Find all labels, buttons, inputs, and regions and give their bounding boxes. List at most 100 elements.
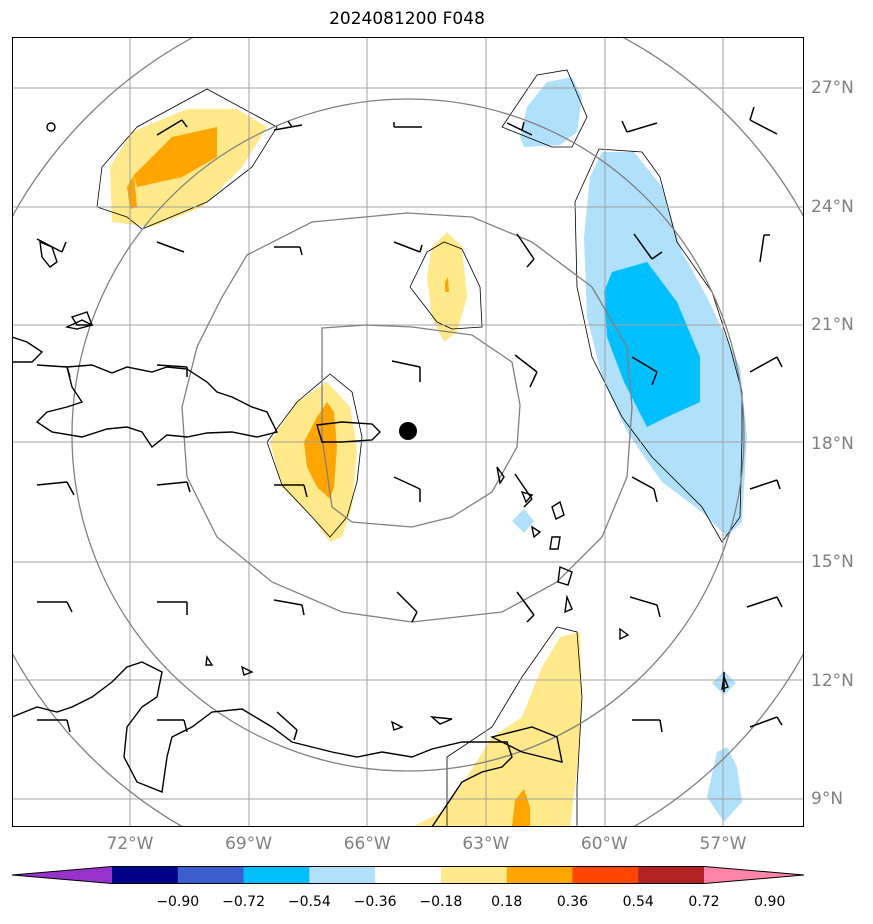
wind-barb — [156, 119, 188, 136]
range-ring — [321, 324, 521, 528]
wind-barb — [274, 246, 303, 256]
longitude-label: 69°W — [225, 834, 273, 854]
wind-barb — [36, 364, 71, 378]
range-ring — [181, 212, 633, 623]
colorbar-swatch — [112, 866, 179, 884]
lesser-antilles-island — [557, 566, 573, 586]
latitude-label: 18°N — [811, 433, 854, 454]
wind-barb — [631, 476, 658, 503]
wind-barb — [156, 481, 191, 493]
lesser-antilles-island — [564, 594, 573, 614]
wind-barb — [156, 364, 188, 377]
colorbar-tick-label: −0.36 — [353, 894, 397, 910]
colorbar-tick-label: 0.54 — [622, 894, 654, 910]
wind-barb — [749, 716, 783, 728]
lesser-antilles-island — [619, 627, 630, 641]
longitude-label: 57°W — [699, 834, 747, 854]
wind-barb — [749, 356, 783, 373]
colorbar-swatch — [572, 866, 639, 884]
colorbar-tick-label: −0.18 — [419, 894, 463, 910]
wind-barb — [391, 360, 421, 382]
latitude-label: 24°N — [811, 196, 854, 217]
colorbar-swatch — [309, 866, 376, 884]
colorbar-extend-low — [12, 866, 112, 884]
positive-anomaly-area — [412, 632, 582, 827]
latitude-label: 12°N — [811, 670, 854, 691]
wind-barb — [37, 601, 73, 613]
wind-barb — [274, 484, 308, 498]
colorbar-swatch — [375, 866, 442, 884]
longitude-label: 72°W — [106, 834, 154, 854]
wind-barb — [396, 591, 418, 623]
wind-barb — [273, 120, 303, 131]
lesser-antilles-island — [551, 500, 565, 520]
colorbar-tick-label: −0.72 — [222, 894, 265, 910]
trinidad-coast — [489, 726, 563, 763]
wind-barb — [514, 473, 533, 508]
colorbar-extend-high — [704, 866, 804, 884]
wind-barb — [393, 122, 422, 128]
latitude-label: 9°N — [811, 789, 844, 809]
colorbar-tick-label: 0.18 — [491, 894, 523, 910]
negative-anomaly-area — [520, 77, 582, 147]
lesser-antilles-island — [496, 466, 505, 485]
colorbar — [12, 866, 804, 884]
strong-positive-anomaly-area — [134, 127, 217, 187]
bahamas-coast — [70, 311, 94, 326]
latitude-label: 21°N — [811, 315, 854, 335]
colorbar-tick-label: 0.90 — [754, 894, 786, 910]
south-america-coast — [12, 661, 513, 827]
wind-barb — [749, 106, 778, 135]
small-island — [390, 720, 404, 731]
wind-barb — [156, 241, 185, 253]
chart-title: 2024081200 F048 — [329, 9, 485, 29]
wind-barb — [746, 596, 783, 608]
wind-barb — [393, 241, 423, 253]
colorbar-swatch — [177, 866, 245, 884]
strong-negative-anomaly-area — [604, 262, 700, 427]
longitude-label: 63°W — [462, 834, 510, 854]
colorbar-swatch — [638, 866, 705, 884]
colorbar-tick-label: 0.72 — [688, 894, 720, 910]
small-island — [240, 665, 254, 676]
colorbar-swatch — [506, 866, 573, 884]
wind-barb — [514, 354, 538, 388]
strong-positive-anomaly-area — [445, 277, 449, 292]
cuba-coast — [12, 336, 44, 363]
wind-barb — [157, 719, 188, 733]
storm-center-marker — [399, 422, 417, 440]
small-island — [429, 716, 453, 725]
wind-barb — [506, 121, 533, 136]
strong-positive-anomaly-area — [304, 402, 337, 499]
latitude-label: 15°N — [811, 552, 854, 572]
wind-barb — [36, 238, 67, 253]
wind-barb — [631, 356, 658, 386]
wind-barbs — [36, 106, 783, 741]
small-island — [205, 654, 214, 666]
wind-barb — [749, 479, 781, 490]
longitude-label: 66°W — [343, 834, 391, 854]
hispaniola-coast — [35, 364, 279, 449]
colorbar-tick-label: −0.54 — [287, 894, 331, 910]
coastlines — [12, 122, 729, 827]
wind-barb — [621, 120, 658, 133]
wind-barb — [633, 233, 663, 260]
colorbar-swatch — [243, 866, 310, 884]
gridlines — [12, 37, 804, 827]
small-island — [46, 122, 56, 132]
map-panel — [12, 37, 804, 827]
latitude-label: 27°N — [811, 78, 854, 98]
wind-barb — [36, 481, 75, 496]
wind-barb — [157, 601, 188, 615]
wind-barb — [516, 233, 535, 268]
negative-anomaly-area — [512, 509, 534, 533]
wind-barb — [629, 596, 661, 618]
longitude-label: 60°W — [580, 834, 628, 854]
colorbar-swatch — [440, 866, 508, 884]
colorbar-tick-label: 0.36 — [556, 894, 589, 910]
lesser-antilles-island — [549, 536, 561, 550]
lesser-antilles-island — [520, 490, 534, 504]
wind-barb — [516, 591, 535, 623]
wind-barb — [273, 599, 305, 616]
lesser-antilles-island — [530, 525, 542, 539]
